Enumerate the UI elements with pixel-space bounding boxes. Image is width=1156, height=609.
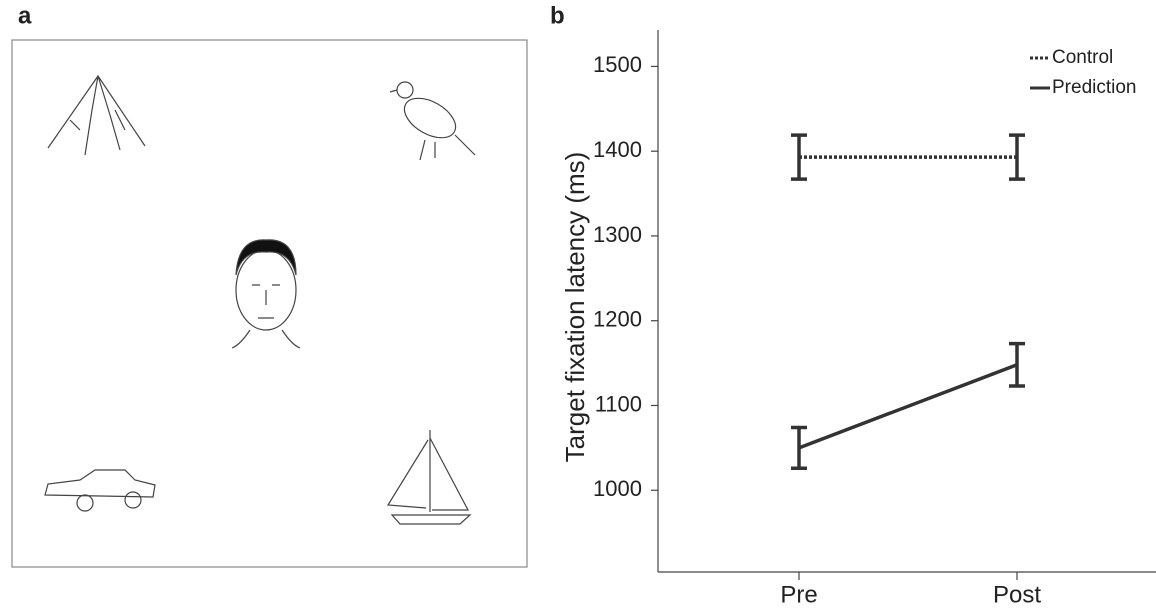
series-line: [798, 363, 1018, 450]
car-icon: [44, 469, 156, 512]
x-tick-label: Post: [993, 581, 1041, 608]
legend-label: Prediction: [1052, 77, 1137, 98]
y-tick-label: 1500: [593, 52, 642, 77]
face-icon: [231, 239, 301, 349]
y-axis-label: Target fixation latency (ms): [560, 152, 590, 463]
panel-label: a: [18, 2, 32, 29]
error-bar: [791, 133, 807, 181]
y-tick-label: 1200: [593, 307, 642, 332]
y-tick-label: 1100: [595, 391, 642, 416]
y-tick-label: 1300: [593, 222, 642, 247]
error-bar: [1009, 341, 1025, 388]
bird-icon: [389, 81, 476, 161]
panel-frame: [11, 39, 528, 568]
panel-label: b: [550, 2, 565, 29]
x-tick-label: Pre: [780, 581, 817, 608]
stimulus-panel: [11, 39, 528, 568]
error-bar: [791, 425, 807, 470]
y-tick-label: 1400: [593, 137, 642, 162]
mountain-icon: [47, 74, 146, 156]
y-tick-label: 1000: [593, 476, 642, 501]
boat-icon: [386, 430, 472, 525]
legend-label: Control: [1052, 47, 1113, 68]
error-bar: [1009, 133, 1025, 181]
